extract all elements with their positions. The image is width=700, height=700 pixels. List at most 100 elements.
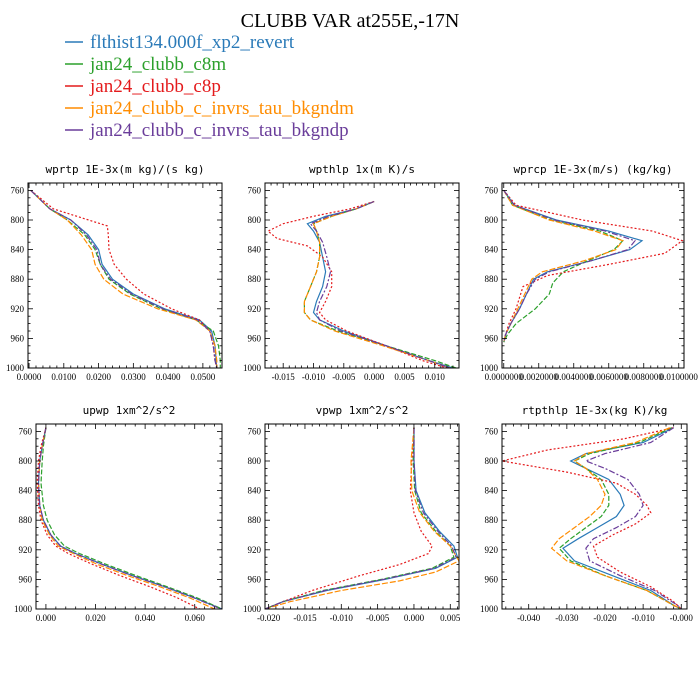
panel: vpwp 1xm^2/s^27608008408809209601000-0.0… [243,404,461,623]
x-tick-label: -0.005 [332,372,356,382]
panel-title: wprtp 1E-3x(m kg)/(s kg) [46,163,205,176]
panel-title: wpthlp 1x(m K)/s [309,163,415,176]
y-tick-label: 960 [485,333,499,343]
x-tick-label: 0.000 [404,613,425,623]
panel-title: upwp 1xm^2/s^2 [83,404,176,417]
y-tick-label: 840 [11,245,25,255]
series-line [30,189,218,368]
series-line [30,189,218,368]
series-group [502,427,682,609]
x-tick-label: -0.010 [302,372,326,382]
y-tick-label: 760 [485,426,499,436]
series-line [503,190,644,343]
legend-label: jan24_clubb_c8p [89,76,221,97]
legend-item: jan24_clubb_c8p [65,76,221,97]
series-line [584,427,682,609]
y-tick-label: 760 [19,426,33,436]
y-tick-label: 880 [19,515,33,525]
y-tick-label: 920 [248,545,262,555]
x-tick-label: 0.0060000 [590,372,629,382]
x-tick-label: -0.010 [632,613,656,623]
series-line [503,190,684,343]
legend-item: flthist134.000f_xp2_revert [65,32,295,53]
x-tick-label: 0.040 [135,613,156,623]
series-line [40,427,222,609]
x-tick-label: 0.0040000 [555,372,594,382]
series-line [265,427,459,609]
series-line [37,427,215,609]
panel: wprtp 1E-3x(m kg)/(s kg) 760 800 840 880 920 9… [6,163,223,382]
plot-frame [35,423,223,610]
y-tick-label: 960 [11,333,25,343]
y-tick-label: 840 [248,245,262,255]
y-tick-label: 840 [248,486,262,496]
series-line [265,427,459,609]
y-tick-label: 1000 [14,604,33,614]
y-tick-label: 800 [11,215,25,225]
series-line [309,200,451,368]
x-tick-label: -0.030 [555,613,579,623]
y-tick-label: 1000 [243,604,262,614]
series-line [550,427,682,609]
panel: wpthlp 1x(m K)/s 760 800 840 880 920 960 1000 -0… [243,163,460,382]
series-group [265,427,459,609]
series-group [30,189,221,368]
panel: upwp 1xm^2/s^2 760 800 840 880 920 960 10000.00… [14,404,223,623]
series-line [37,427,222,609]
x-tick-label: 0.0020000 [520,372,559,382]
panel-title: wprcp 1E-3x(m/s) (kg/kg) [514,163,673,176]
series-line [265,427,455,609]
panels: wprtp 1E-3x(m kg)/(s kg) 760 800 840 880 920 9… [6,163,698,623]
x-tick-label: -0.000 [670,613,694,623]
x-tick-label: -0.020 [257,613,281,623]
y-tick-label: 920 [485,545,499,555]
series-line [558,427,682,609]
series-line [36,427,200,609]
x-tick-label: -0.010 [330,613,354,623]
legend-label: jan24_clubb_c8m [89,54,226,75]
legend: flthist134.000f_xp2_revertjan24_clubb_c8… [65,32,354,141]
y-tick-label: 880 [248,515,262,525]
y-tick-label: 760 [248,426,262,436]
x-tick-label: 0.0100 [51,372,76,382]
plot-frame [501,182,685,369]
y-tick-label: 960 [19,574,33,584]
y-tick-label: 760 [248,185,262,195]
y-tick-label: 800 [248,215,262,225]
legend-item: jan24_clubb_c8m [65,54,226,75]
y-tick-label: 960 [248,333,262,343]
figure-title: CLUBB VAR at255E,-17N [241,10,460,32]
legend-label: flthist134.000f_xp2_revert [90,32,295,53]
series-line [266,200,448,368]
x-tick-label: 0.020 [85,613,106,623]
y-tick-label: 1000 [243,363,262,373]
legend-item: jan24_clubb_c_invrs_tau_bkgndm [65,98,354,119]
y-tick-label: 760 [485,185,499,195]
series-group [503,190,684,343]
y-tick-label: 920 [19,545,33,555]
y-tick-label: 1000 [6,363,25,373]
legend-label: jan24_clubb_c_invrs_tau_bkgndp [89,120,349,141]
x-tick-label: 0.0080000 [625,372,664,382]
x-tick-label: 0.000 [364,372,385,382]
x-tick-label: -0.005 [366,613,390,623]
series-line [265,427,457,609]
x-tick-label: 0.0000 [17,372,42,382]
series-line [30,189,218,368]
plot-frame [27,182,223,369]
y-tick-label: 800 [19,456,33,466]
legend-item: jan24_clubb_c_invrs_tau_bkgndp [65,120,349,141]
plot-frame [501,423,688,610]
y-tick-label: 960 [248,574,262,584]
series-line [265,427,433,609]
series-line [503,190,624,343]
y-tick-label: 920 [485,304,499,314]
y-tick-label: 1000 [480,604,499,614]
panel: wprcp 1E-3x(m/s) (kg/kg) 760 800 840 880 920 9… [480,163,698,382]
series-line [562,427,682,609]
series-line [503,190,637,343]
legend-label: jan24_clubb_c_invrs_tau_bkgndm [89,98,354,119]
series-line [30,189,218,368]
panel: rtpthlp 1E-3x(kg K)/kg 760 800 840 880 920 960… [480,404,693,623]
